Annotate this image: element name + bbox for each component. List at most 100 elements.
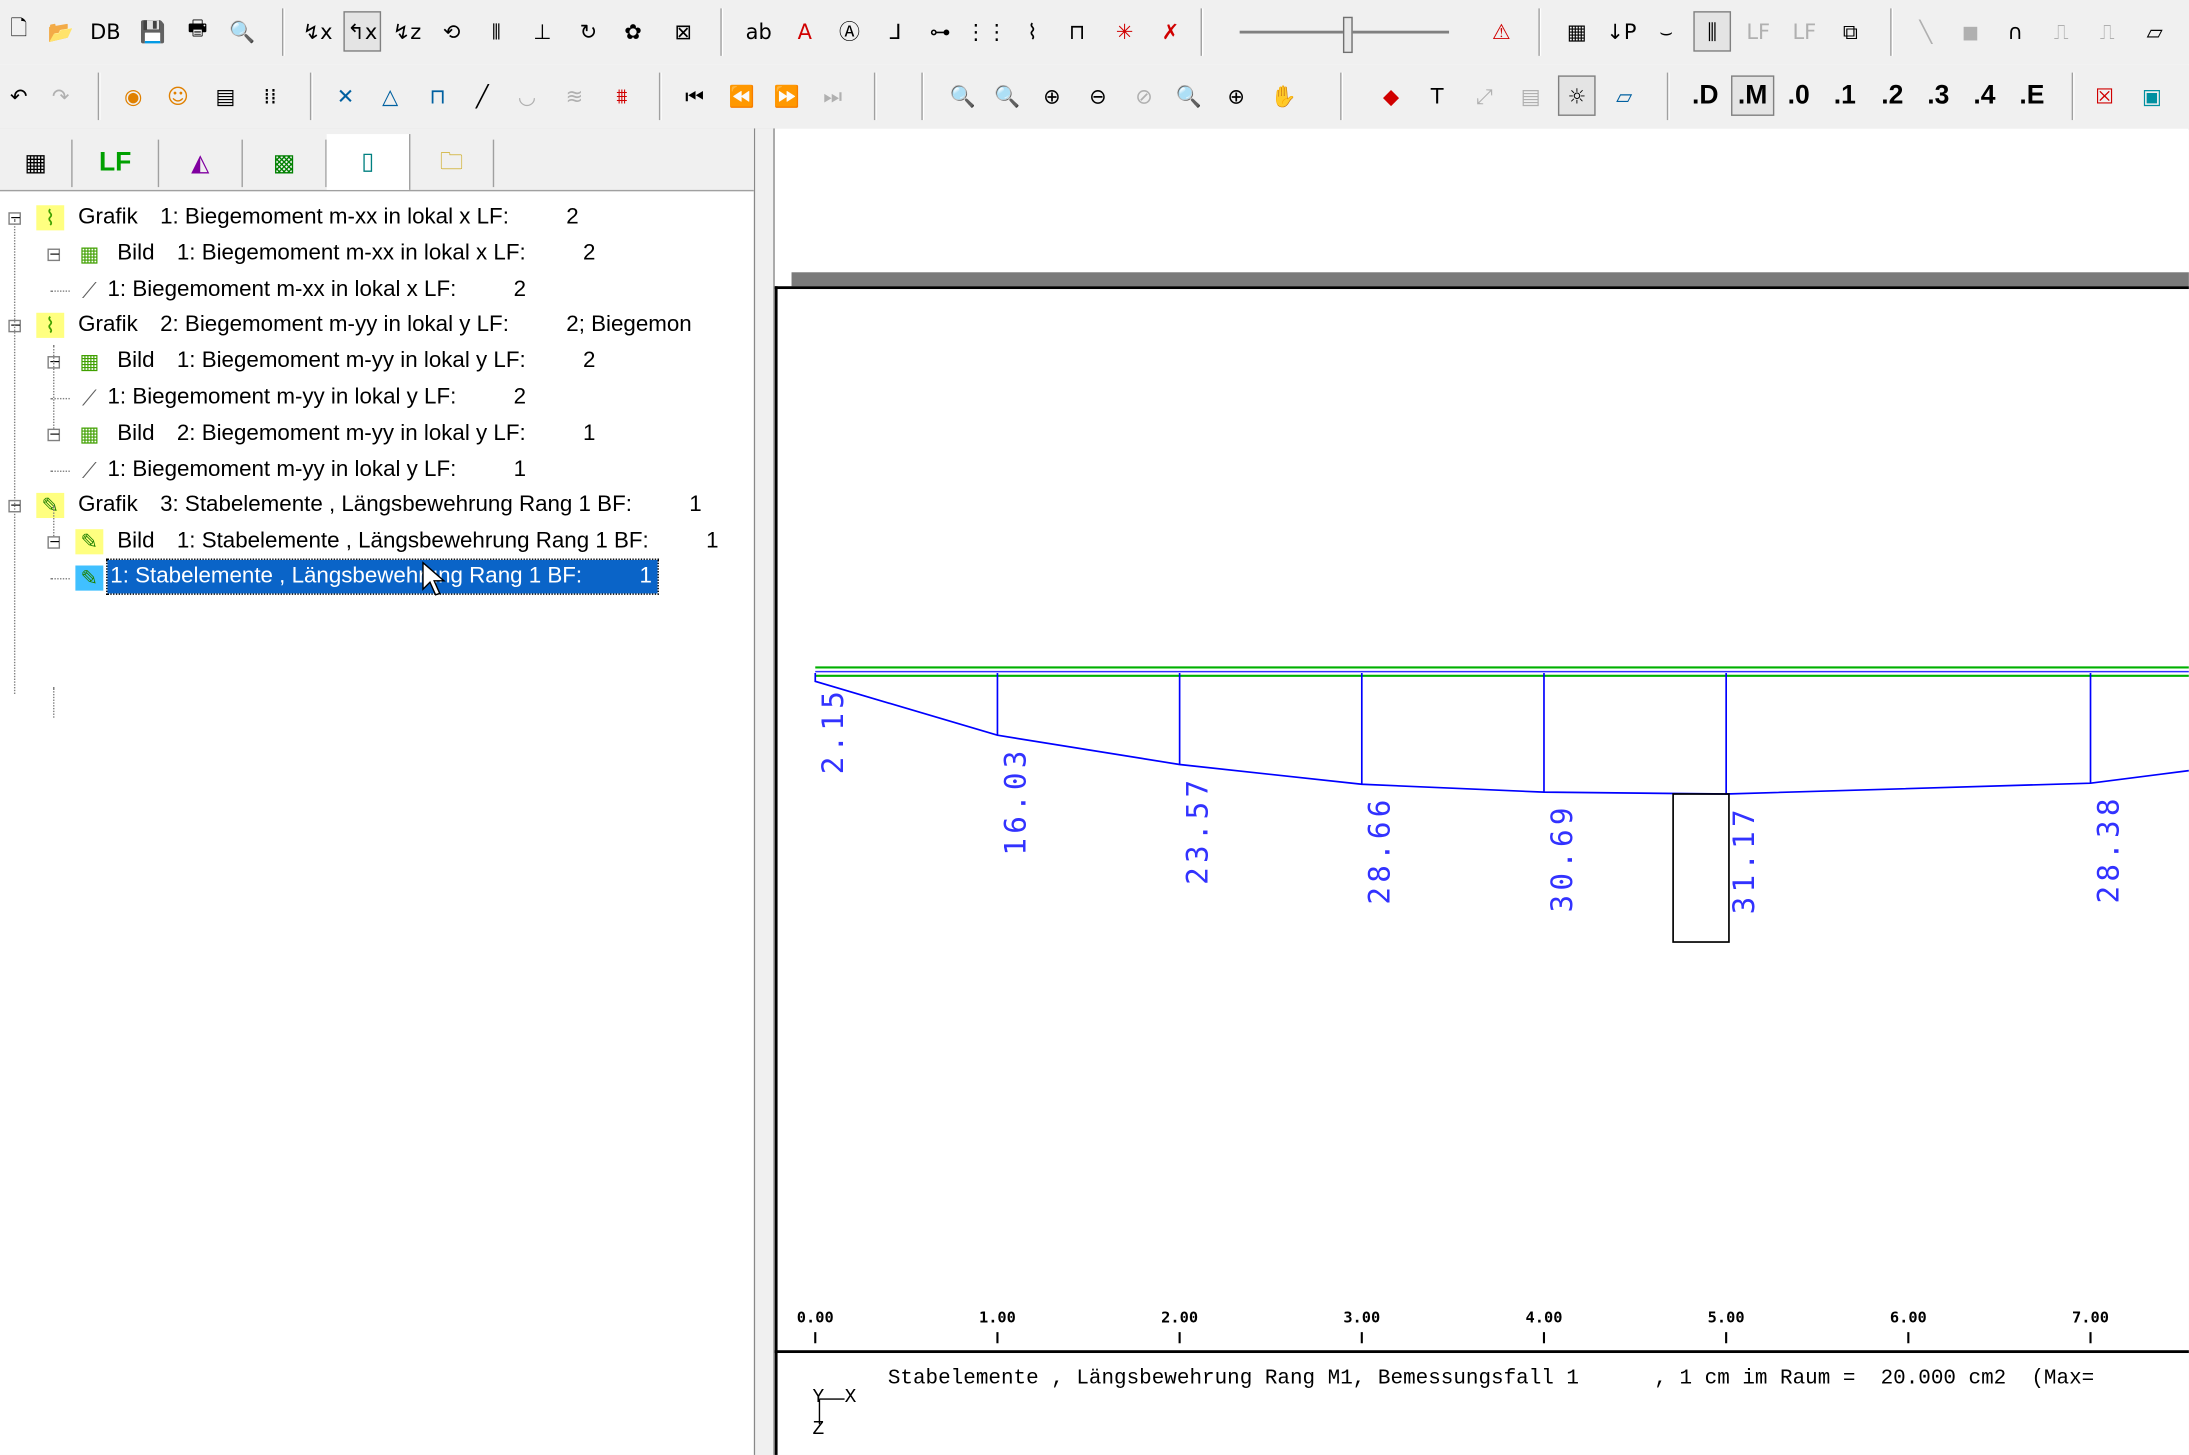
print-icon[interactable]: 🖶: [187, 15, 208, 41]
label-search-icon[interactable]: Ⓐ: [838, 19, 860, 45]
polyline-icon[interactable]: ⌇: [1027, 18, 1038, 44]
tree-expander[interactable]: −: [47, 535, 61, 551]
load-p-icon[interactable]: ↓P: [1606, 18, 1637, 44]
table-icon[interactable]: ▦: [1566, 18, 1587, 44]
precision-button-3[interactable]: .3: [1927, 80, 1950, 110]
warning-icon[interactable]: ⚠: [1491, 18, 1511, 44]
tab-results[interactable]: ◭: [159, 139, 243, 188]
save-icon[interactable]: 💾: [139, 18, 166, 44]
zoom-center-icon[interactable]: ⊕: [1227, 83, 1245, 109]
tree-item[interactable]: Grafik 3: Stabelemente , Längsbewehrung R…: [78, 488, 702, 524]
foundation-icon[interactable]: ⩩: [616, 83, 628, 109]
delete-cross-icon[interactable]: ✗: [1161, 18, 1180, 44]
support-icon[interactable]: ⌣: [1659, 18, 1674, 44]
precision-button-M[interactable]: .M: [1731, 75, 1775, 116]
print-preview-icon[interactable]: 🔍: [229, 18, 256, 44]
line-tool-icon[interactable]: ╲: [1919, 18, 1933, 44]
tab-pages[interactable]: ▯: [326, 134, 411, 190]
open-folder-icon[interactable]: 📂: [47, 18, 74, 44]
tree-expander[interactable]: −: [8, 210, 22, 227]
tree-item[interactable]: Bild 1: Biegemoment m-yy in lokal y LF: 2: [117, 344, 595, 380]
tab-structure[interactable]: ▦: [0, 139, 73, 188]
next-icon[interactable]: ⏩: [773, 83, 800, 109]
precision-button-0[interactable]: .0: [1787, 80, 1810, 110]
tab-graphics[interactable]: ▩: [243, 139, 327, 188]
lf-stack-icon[interactable]: LF: [1746, 18, 1771, 44]
zoom-window-icon[interactable]: 🔍: [949, 83, 976, 109]
cross-select-icon[interactable]: ✕: [336, 83, 355, 109]
plane-icon[interactable]: ▱: [1616, 83, 1633, 109]
t-section-icon[interactable]: T: [1430, 83, 1444, 109]
rotate-icon[interactable]: ⟲: [442, 18, 461, 44]
precision-button-E[interactable]: .E: [2019, 80, 2045, 110]
red-diamond-icon[interactable]: ◆: [1383, 83, 1400, 109]
zoom-slider-thumb[interactable]: [1342, 16, 1353, 54]
tree-item[interactable]: Bild 1: Stabelemente , Längsbewehrung Ran…: [117, 524, 718, 560]
spring-icon[interactable]: ≋: [565, 83, 584, 109]
slash-icon[interactable]: ╱: [476, 83, 489, 109]
scatter-red-icon[interactable]: ✳: [1115, 18, 1134, 44]
tree-item-selected[interactable]: 1: Stabelemente , Längsbewehrung Rang 1 …: [106, 558, 659, 595]
precision-button-1[interactable]: .1: [1833, 80, 1856, 110]
view-yz-icon[interactable]: ↰x: [343, 11, 382, 52]
grid-off-icon[interactable]: ⊠: [674, 18, 693, 44]
tree-expander[interactable]: −: [47, 246, 61, 263]
smiley-icon[interactable]: ☺: [167, 83, 189, 109]
view-z-icon[interactable]: ↯z: [392, 18, 422, 44]
previous-icon[interactable]: ⏪: [728, 83, 756, 109]
color-palette-icon[interactable]: ✿: [624, 18, 642, 44]
view-x-icon[interactable]: ↯x: [302, 18, 333, 44]
frame-tool-icon[interactable]: ⎍: [2053, 18, 2069, 44]
last-icon[interactable]: ⏭: [823, 83, 843, 109]
database-icon[interactable]: DB: [90, 18, 121, 44]
render-color-icon[interactable]: ◉: [124, 83, 143, 109]
reload-icon[interactable]: ↻: [579, 18, 598, 44]
tree-item[interactable]: Bild 2: Biegemoment m-yy in lokal y LF: 1: [117, 416, 595, 452]
new-document-icon[interactable]: 🗋: [10, 15, 28, 41]
tree-item[interactable]: 1: Biegemoment m-yy in lokal y LF: 1: [107, 452, 526, 488]
lf-stack-2-icon[interactable]: LF: [1792, 18, 1817, 44]
precision-button-4[interactable]: .4: [1973, 80, 1996, 110]
tab-folder[interactable]: 🗀: [410, 139, 495, 188]
first-icon[interactable]: ⏮: [685, 83, 704, 109]
redo-icon[interactable]: ↷: [51, 83, 70, 109]
undo-icon[interactable]: ↶: [10, 83, 28, 109]
precision-button-D[interactable]: .D: [1691, 80, 1719, 110]
beam-toggle-icon[interactable]: ⫼: [1693, 11, 1732, 52]
triangle-icon[interactable]: △: [382, 83, 399, 109]
link-disabled-icon[interactable]: ⤢: [1476, 83, 1494, 109]
split-icon[interactable]: ⊥: [533, 18, 552, 44]
curve-icon[interactable]: ◡: [517, 83, 537, 109]
precision-button-2[interactable]: .2: [1881, 80, 1904, 110]
grid-dots-icon[interactable]: ⁞⁞: [263, 83, 277, 109]
zoom-page-icon[interactable]: 🔍: [1175, 83, 1202, 109]
text-red-icon[interactable]: A: [797, 18, 812, 44]
frame-tool-2-icon[interactable]: ⎍: [2099, 18, 2115, 44]
text-style-icon[interactable]: ab: [745, 18, 772, 44]
zoom-fit-icon[interactable]: 🔍: [994, 83, 1021, 109]
tree-expander[interactable]: −: [47, 426, 61, 443]
layers-icon[interactable]: ▤: [1520, 83, 1541, 109]
report-icon[interactable]: ▤: [215, 83, 236, 109]
solid-tool-icon[interactable]: ◼: [1961, 18, 1980, 44]
tree-item[interactable]: 1: Biegemoment m-yy in lokal y LF: 2: [107, 380, 526, 416]
graphic-canvas[interactable]: [774, 128, 2189, 1455]
panel-splitter[interactable]: [755, 128, 775, 1455]
arc-tool-icon[interactable]: ∩: [2007, 18, 2023, 44]
tree-item[interactable]: 1: Biegemoment m-xx in lokal x LF: 2: [107, 272, 526, 308]
dimension-icon[interactable]: ⊓: [1068, 18, 1086, 44]
screen-color-icon[interactable]: ▣: [2142, 83, 2162, 109]
tab-lf[interactable]: LF: [73, 139, 160, 188]
tree-item[interactable]: Bild 1: Biegemoment m-xx in lokal x LF: 2: [117, 236, 595, 272]
beam-icon[interactable]: ⊓: [429, 83, 446, 109]
hatch-tool-icon[interactable]: ▱: [2146, 18, 2163, 44]
light-icon[interactable]: ☼: [1557, 75, 1596, 116]
grid-nodes-icon[interactable]: ⋮⋮: [965, 18, 1008, 44]
curve-label-icon[interactable]: ⅃: [889, 18, 902, 44]
tree-item[interactable]: Grafik 1: Biegemoment m-xx in lokal x LF:…: [78, 200, 579, 236]
tree-item[interactable]: Grafik 2: Biegemoment m-yy in lokal y LF:…: [78, 308, 692, 344]
window-icon[interactable]: ⧉: [1842, 18, 1858, 44]
delete-box-icon[interactable]: ☒: [2095, 83, 2114, 109]
mirror-icon[interactable]: ⫴: [491, 18, 501, 44]
node-link-icon[interactable]: ⊶: [929, 18, 951, 44]
